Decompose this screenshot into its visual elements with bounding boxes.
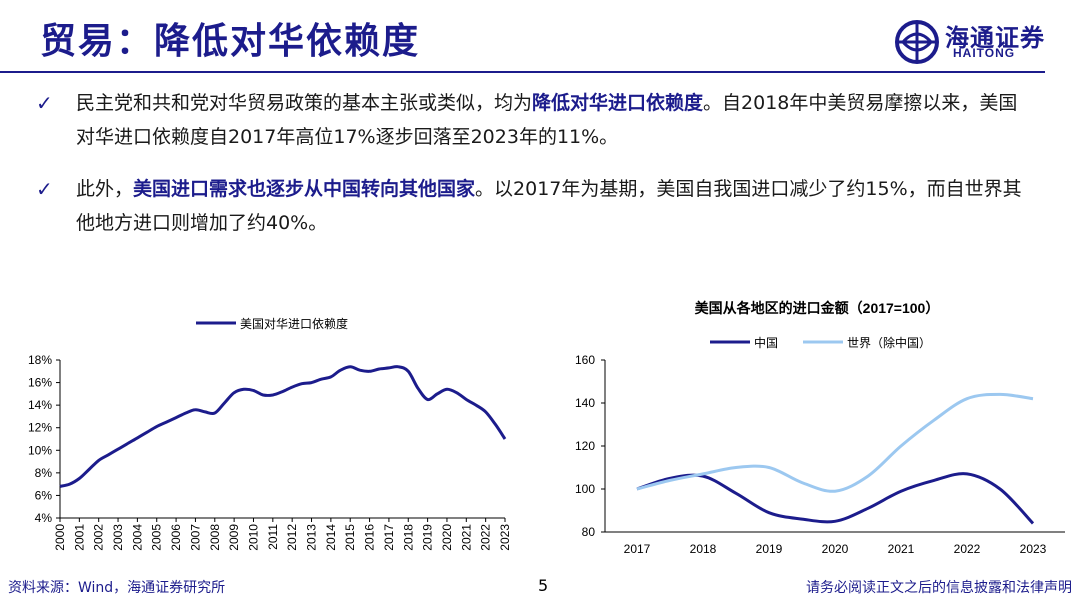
chart-2-title: 美国从各地区的进口金额（2017=100） (695, 300, 940, 316)
x-tick-label: 2022 (479, 524, 493, 551)
x-tick-label: 2005 (150, 524, 164, 551)
x-tick-label: 2016 (363, 524, 377, 551)
series-line-china (636, 472, 1035, 525)
slide-title: 贸易：降低对华依赖度 (40, 21, 421, 62)
x-tick-label: 2017 (624, 542, 651, 556)
x-tick-label: 2001 (72, 524, 86, 551)
x-tick-label: 2022 (954, 542, 981, 556)
x-tick-label: 2020 (440, 524, 454, 551)
bullet-highlight: 美国进口需求也逐步从中国转向其他国家 (133, 178, 476, 200)
bullet-text: 民主党和共和党对华贸易政策的基本主张或类似，均为降低对华进口依赖度。自2018年… (76, 86, 1036, 154)
y-tick-label: 8% (35, 466, 53, 480)
y-tick-label: 14% (28, 398, 52, 412)
x-tick-label: 2010 (246, 524, 260, 551)
legend-label-dependence: 美国对华进口依赖度 (240, 316, 348, 331)
x-tick-label: 2015 (343, 524, 357, 551)
y-tick-label: 12% (28, 421, 52, 435)
x-tick-label: 2012 (285, 524, 299, 551)
y-tick-label: 10% (28, 443, 52, 457)
bullet-text-post: 。自2018年中美贸易摩擦以来，美国对华进口依赖度自2017年高位17%逐步回落… (76, 92, 1018, 148)
legend-label-world: 世界（除中国） (847, 335, 931, 350)
y-tick-label: 120 (575, 439, 595, 453)
source-note: 资料来源：Wind，海通证券研究所 (8, 580, 226, 596)
x-tick-label: 2013 (305, 524, 319, 551)
y-tick-label: 18% (28, 353, 52, 367)
x-tick-label: 2011 (266, 524, 280, 550)
x-tick-label: 2019 (421, 524, 435, 551)
haitong-emblem-icon (895, 20, 939, 64)
y-tick-label: 140 (575, 396, 595, 410)
bullet-text: 此外，美国进口需求也逐步从中国转向其他国家。以2017年为基期，美国自我国进口减… (76, 172, 1036, 240)
x-tick-label: 2007 (188, 524, 202, 551)
x-tick-label: 2017 (382, 524, 396, 551)
x-tick-label: 2006 (169, 524, 183, 551)
x-tick-label: 2023 (498, 524, 512, 551)
bullet-text-pre: 民主党和共和党对华贸易政策的基本主张或类似，均为 (76, 92, 533, 114)
x-tick-label: 2018 (690, 542, 717, 556)
bullet-highlight: 降低对华进口依赖度 (532, 92, 704, 114)
series-line-dependence (59, 365, 507, 488)
bullet-text-pre: 此外， (76, 178, 134, 200)
chart-1-svg: 美国对华进口依赖度 4% 6% 8% 10% 12% 14% 16% 18% 2000 2001 20… (28, 316, 512, 551)
x-tick-label: 2004 (130, 524, 144, 551)
checkmark-icon: ✓ (36, 91, 53, 115)
y-tick-label: 4% (35, 511, 53, 525)
y-tick-label: 100 (575, 482, 595, 496)
header-divider (0, 71, 1045, 73)
company-logo: 海通证券 HAITONG (893, 18, 1053, 66)
chart-2-svg: 美国从各地区的进口金额（2017=100） 中国 世界（除中国） 80 100 120 14… (575, 300, 1065, 556)
y-tick-label: 6% (35, 488, 53, 502)
x-tick-label: 2021 (888, 542, 915, 556)
y-tick-label: 80 (582, 525, 596, 539)
disclaimer-note: 请务必阅读正文之后的信息披露和法律声明 (806, 580, 1072, 596)
x-tick-label: 2000 (53, 524, 67, 551)
y-tick-label: 16% (28, 376, 52, 390)
checkmark-icon: ✓ (36, 177, 53, 201)
dependence-line-chart: 美国对华进口依赖度 4% 6% 8% 10% 12% 14% 16% 18% 2000 2001 20… (0, 300, 530, 570)
x-tick-label: 2014 (324, 524, 338, 551)
logo-english-name: HAITONG (953, 46, 1016, 60)
series-line-world (636, 392, 1034, 493)
y-tick-label: 160 (575, 353, 595, 367)
import-value-line-chart: 美国从各地区的进口金额（2017=100） 中国 世界（除中国） 80 100 120 14… (555, 290, 1075, 570)
x-tick-label: 2002 (92, 524, 106, 551)
legend-label-china: 中国 (754, 335, 778, 350)
logo-chinese-name: 海通证券 (945, 23, 1045, 52)
x-tick-label: 2021 (459, 524, 473, 551)
x-tick-label: 2009 (227, 524, 241, 551)
x-tick-label: 2019 (756, 542, 783, 556)
bullet-text-post: 。以2017年为基期，美国自我国进口减少了约15%，而自世界其他地方进口则增加了… (76, 178, 1022, 234)
x-tick-label: 2020 (822, 542, 849, 556)
x-tick-label: 2018 (401, 524, 415, 551)
x-tick-label: 2003 (111, 524, 125, 551)
x-tick-label: 2023 (1020, 542, 1047, 556)
page-number: 5 (538, 576, 549, 595)
x-tick-label: 2008 (208, 524, 222, 551)
